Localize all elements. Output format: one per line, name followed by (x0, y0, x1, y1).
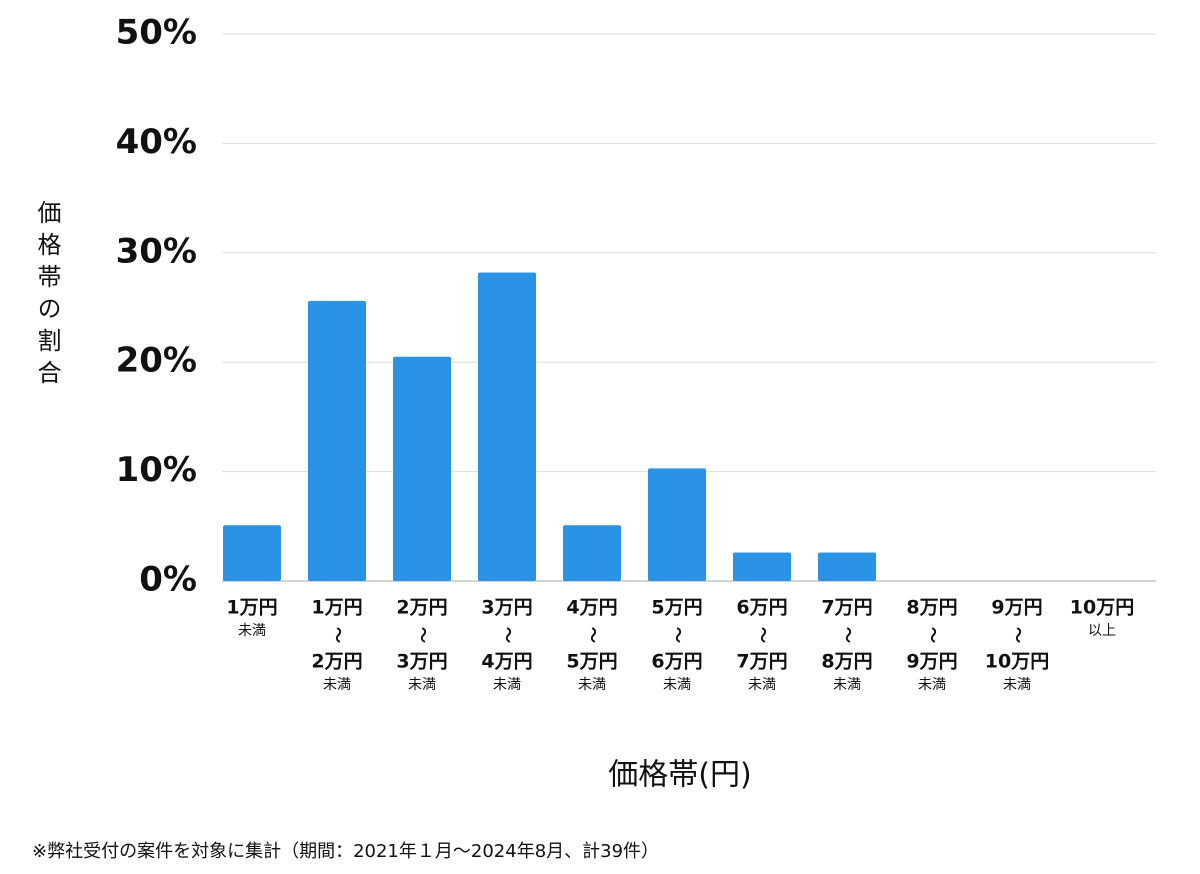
bar (308, 300, 366, 581)
x-tick-label: 未満 (748, 677, 776, 693)
x-tick-label: 〜 (754, 627, 773, 643)
x-tick-label: 〜 (584, 627, 603, 643)
x-tick-label: 2万円 (396, 597, 447, 619)
bar (818, 552, 876, 581)
bar (478, 272, 536, 581)
x-tick-label: 未満 (493, 677, 521, 693)
x-tick-label: 4万円 (566, 597, 617, 619)
bar (223, 525, 281, 581)
x-tick-label: 〜 (669, 627, 688, 643)
x-tick-label: 8万円 (906, 597, 957, 619)
x-tick-label: 未満 (238, 623, 266, 639)
x-tick-label: 3万円 (396, 651, 447, 673)
x-tick-label: 〜 (414, 627, 433, 643)
x-tick-label: 10万円 (985, 651, 1049, 673)
x-tick-label: 7万円 (736, 651, 787, 673)
x-tick-label: 未満 (323, 677, 351, 693)
bar (563, 525, 621, 581)
y-tick-label: 0% (139, 560, 197, 600)
x-tick-label: 1万円 (226, 597, 277, 619)
x-tick-label: 未満 (663, 677, 691, 693)
x-tick-label: 10万円 (1070, 597, 1134, 619)
footnote: ※弊社受付の案件を対象に集計（期間：2021年１月～2024年8月、計39件） (32, 841, 659, 862)
x-tick-label: 〜 (499, 627, 518, 643)
bar (393, 356, 451, 581)
x-tick-label: 〜 (924, 627, 943, 643)
bar (648, 468, 706, 581)
x-tick-label: 〜 (839, 627, 858, 643)
x-tick-label: 未満 (1003, 677, 1031, 693)
x-tick-label: 8万円 (821, 651, 872, 673)
y-tick-label: 10% (116, 450, 197, 490)
x-tick-label: 以上 (1088, 623, 1116, 639)
y-axis-label: 価格帯の割合 (33, 200, 61, 392)
x-tick-label: 未満 (408, 677, 436, 693)
x-tick-label: 未満 (833, 677, 861, 693)
x-tick-label: 9万円 (906, 651, 957, 673)
y-tick-label: 50% (116, 13, 197, 53)
y-tick-label: 40% (116, 122, 197, 162)
x-tick-label: 〜 (329, 627, 348, 643)
bar (733, 552, 791, 581)
x-tick-label: 3万円 (481, 597, 532, 619)
y-tick-label: 20% (116, 341, 197, 381)
x-axis-label: 価格帯(円) (608, 758, 751, 793)
x-tick-label: 〜 (1009, 627, 1028, 643)
y-tick-label: 30% (116, 231, 197, 271)
x-tick-label: 9万円 (991, 597, 1042, 619)
x-tick-label: 5万円 (566, 651, 617, 673)
x-tick-label: 2万円 (311, 651, 362, 673)
x-tick-label: 未満 (918, 677, 946, 693)
x-tick-label: 7万円 (821, 597, 872, 619)
x-tick-label: 6万円 (736, 597, 787, 619)
x-tick-label: 1万円 (311, 597, 362, 619)
x-tick-label: 6万円 (651, 651, 702, 673)
x-tick-label: 未満 (578, 677, 606, 693)
x-tick-label: 5万円 (651, 597, 702, 619)
x-tick-label: 4万円 (481, 651, 532, 673)
